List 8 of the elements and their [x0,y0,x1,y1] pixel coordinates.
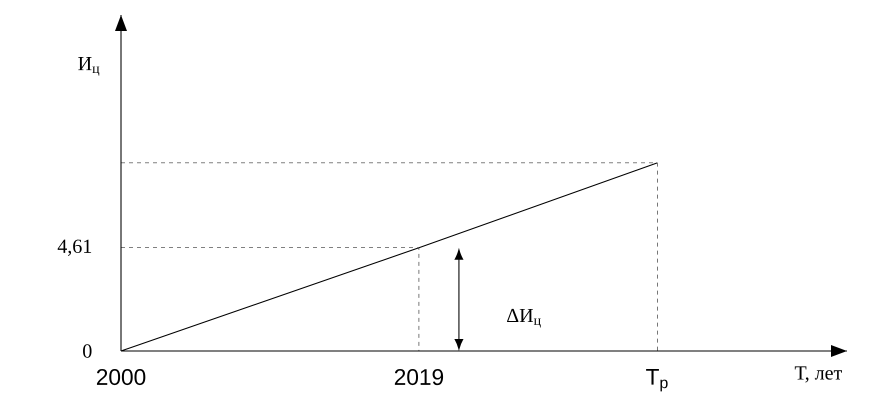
x-tick-label: 2019 [394,369,444,386]
y-tick-label: 4,61 [58,240,92,256]
y-tick-label: 0 [83,344,92,358]
x-tick-label: 2000 [96,369,146,386]
x-axis-title: Т, лет [794,366,842,383]
annotation: ΔИ$_{ц}$ [507,308,541,328]
y-axis-title: И$_{ц}$ [78,57,100,76]
x-tick-label: Т$_{р}$ [646,369,668,392]
